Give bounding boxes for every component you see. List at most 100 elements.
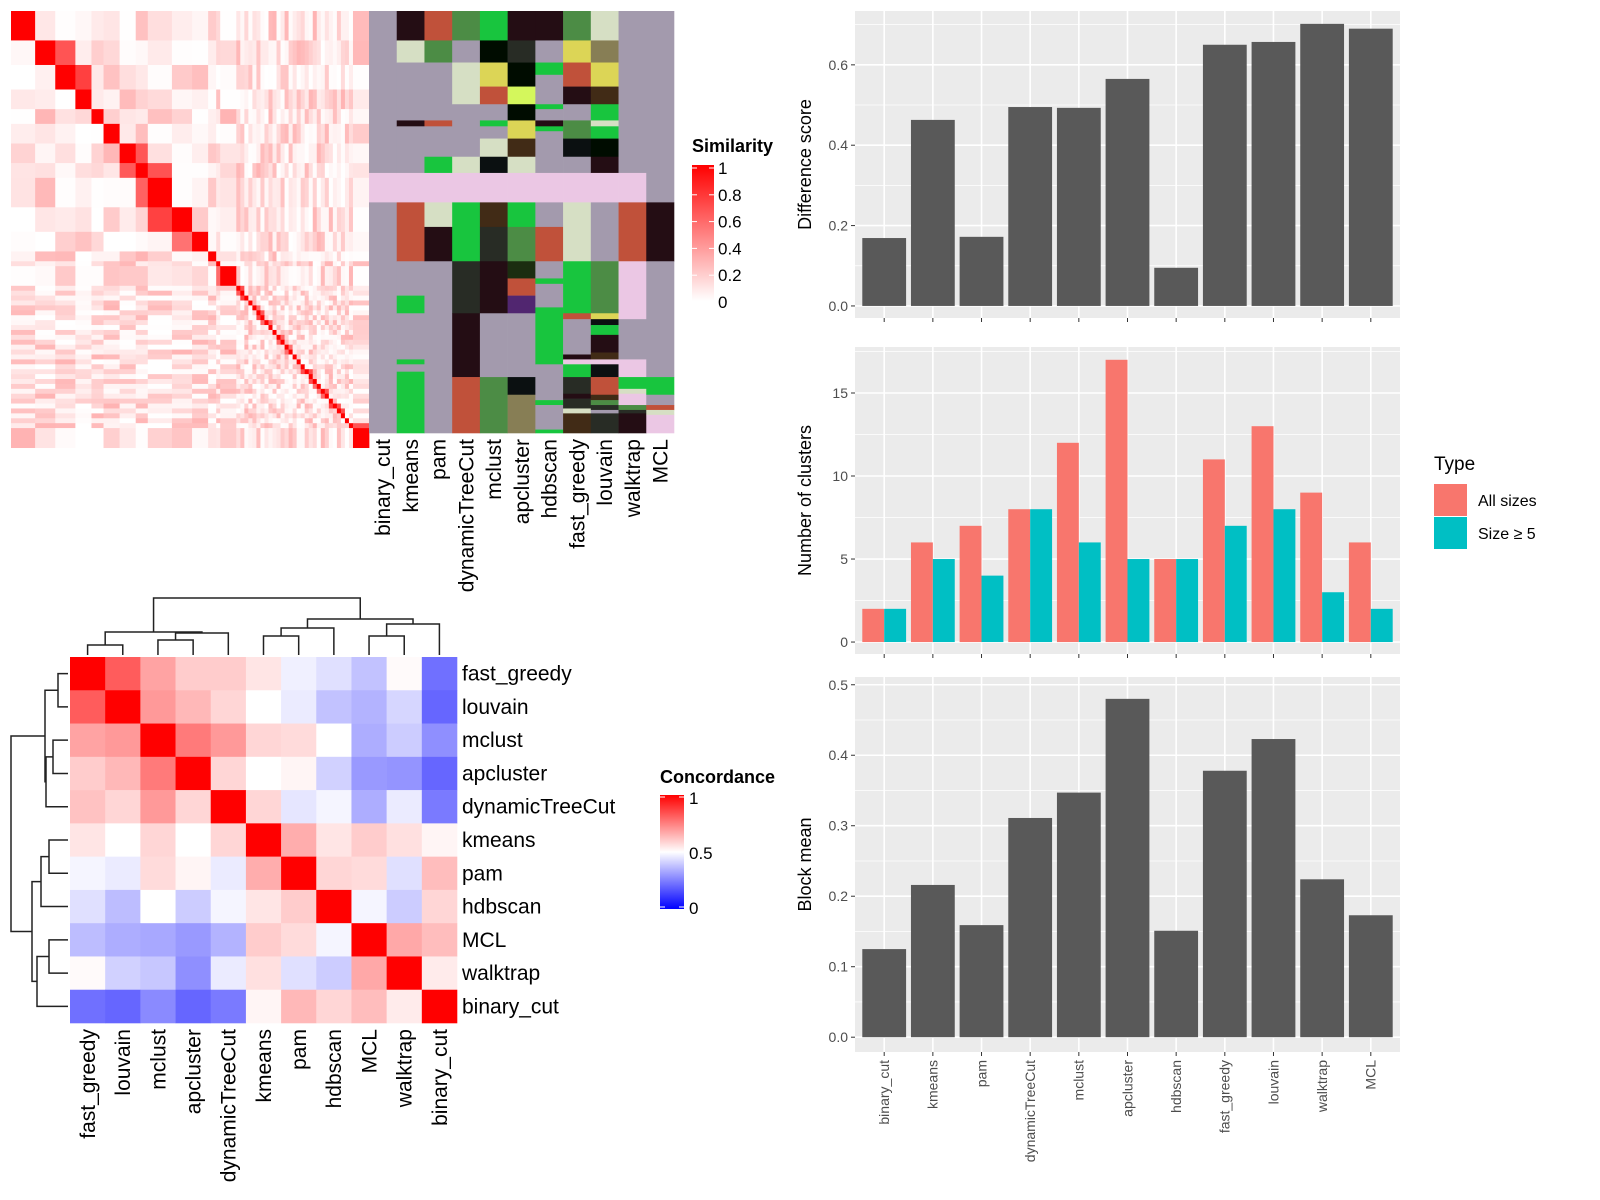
concordance-col-label: walktrap: [394, 1029, 417, 1108]
similarity-cell: [280, 109, 285, 125]
similarity-cell: [284, 413, 289, 419]
similarity-cell: [216, 383, 221, 390]
similarity-cell: [296, 403, 301, 409]
concordance-cell: [316, 790, 352, 824]
concordance-cell: [70, 690, 106, 724]
similarity-cell: [284, 177, 289, 208]
similarity-cell: [272, 251, 277, 262]
similarity-cell: [216, 163, 221, 179]
similarity-cell: [35, 359, 56, 365]
similarity-cell: [340, 315, 346, 321]
similarity-cell: [252, 295, 257, 301]
similarity-cell: [75, 320, 92, 326]
similarity-cell: [340, 310, 346, 316]
similarity-cell: [272, 413, 277, 419]
membership-cell: [396, 40, 425, 63]
similarity-cell: [276, 320, 281, 326]
similarity-cell: [119, 231, 137, 252]
similarity-cell: [328, 374, 334, 380]
similarity-cell: [220, 398, 237, 404]
similarity-cell: [75, 231, 92, 252]
similarity-cell: [336, 398, 342, 404]
similarity-cell: [244, 398, 249, 404]
concordance-cell: [351, 756, 387, 791]
x-tick-label: hdbscan: [1168, 1060, 1184, 1113]
similarity-cell: [244, 423, 249, 429]
similarity-cell: [288, 344, 293, 350]
similarity-cell: [280, 418, 285, 424]
similarity-cell: [240, 207, 245, 233]
similarity-cell: [324, 334, 330, 341]
similarity-cell: [336, 329, 342, 336]
similarity-cell: [276, 428, 281, 449]
similarity-cell: [348, 325, 354, 331]
membership-cell: [590, 40, 619, 63]
similarity-cell: [268, 177, 273, 208]
similarity-cell: [256, 123, 261, 144]
similarity-cell: [352, 320, 370, 326]
similarity-cell: [308, 423, 314, 429]
similarity-cell: [268, 320, 273, 326]
similarity-cell: [240, 339, 245, 345]
similarity-cell: [288, 329, 293, 336]
similarity-cell: [240, 300, 245, 306]
similarity-cell: [280, 207, 285, 233]
similarity-cell: [316, 398, 322, 404]
similarity-legend-tick: 0: [718, 293, 727, 312]
similarity-cell: [256, 40, 261, 66]
concordance-row-label: hdbscan: [462, 896, 541, 919]
membership-cell: [535, 307, 564, 365]
similarity-cell: [276, 393, 281, 399]
similarity-cell: [147, 393, 173, 399]
similarity-cell: [352, 418, 370, 424]
membership-cell: [479, 86, 508, 105]
similarity-cell: [171, 413, 193, 419]
similarity-cell: [348, 344, 354, 350]
similarity-cell: [256, 359, 261, 365]
similarity-cell: [268, 403, 273, 409]
membership-cell: [563, 261, 592, 314]
similarity-cell: [292, 285, 297, 291]
similarity-cell: [55, 403, 76, 409]
similarity-cell: [312, 109, 318, 125]
similarity-cell: [352, 428, 370, 449]
method-column-label: binary_cut: [372, 439, 395, 536]
similarity-cell: [171, 408, 193, 414]
concordance-cell: [140, 889, 176, 924]
similarity-cell: [268, 315, 273, 321]
similarity-cell: [11, 418, 36, 424]
similarity-cell: [252, 285, 257, 291]
membership-cell: [479, 126, 508, 139]
similarity-cell: [344, 344, 350, 350]
similarity-cell: [220, 143, 237, 164]
similarity-cell: [252, 374, 257, 380]
similarity-cell: [55, 423, 76, 429]
similarity-cell: [240, 428, 245, 449]
similarity-cell: [236, 177, 241, 208]
similarity-cell: [208, 369, 217, 375]
similarity-cell: [280, 374, 285, 380]
similarity-cell: [248, 261, 253, 267]
similarity-cell: [216, 251, 221, 262]
similarity-cell: [11, 388, 36, 395]
similarity-cell: [324, 266, 330, 287]
similarity-cell: [336, 393, 342, 399]
similarity-cell: [324, 143, 330, 164]
membership-cell: [535, 131, 564, 174]
similarity-cell: [252, 369, 257, 375]
similarity-cell: [260, 354, 265, 360]
similarity-cell: [11, 374, 36, 380]
similarity-cell: [252, 329, 257, 336]
x-tick-label: pam: [973, 1060, 989, 1087]
membership-cell: [479, 62, 508, 87]
similarity-cell: [340, 123, 346, 144]
similarity-cell: [308, 310, 314, 316]
similarity-cell: [292, 403, 297, 409]
similarity-cell: [276, 379, 281, 385]
similarity-cell: [55, 295, 76, 301]
similarity-cell: [276, 369, 281, 375]
similarity-cell: [171, 379, 193, 385]
similarity-cell: [276, 251, 281, 262]
similarity-cell: [216, 295, 221, 301]
similarity-cell: [55, 354, 76, 360]
